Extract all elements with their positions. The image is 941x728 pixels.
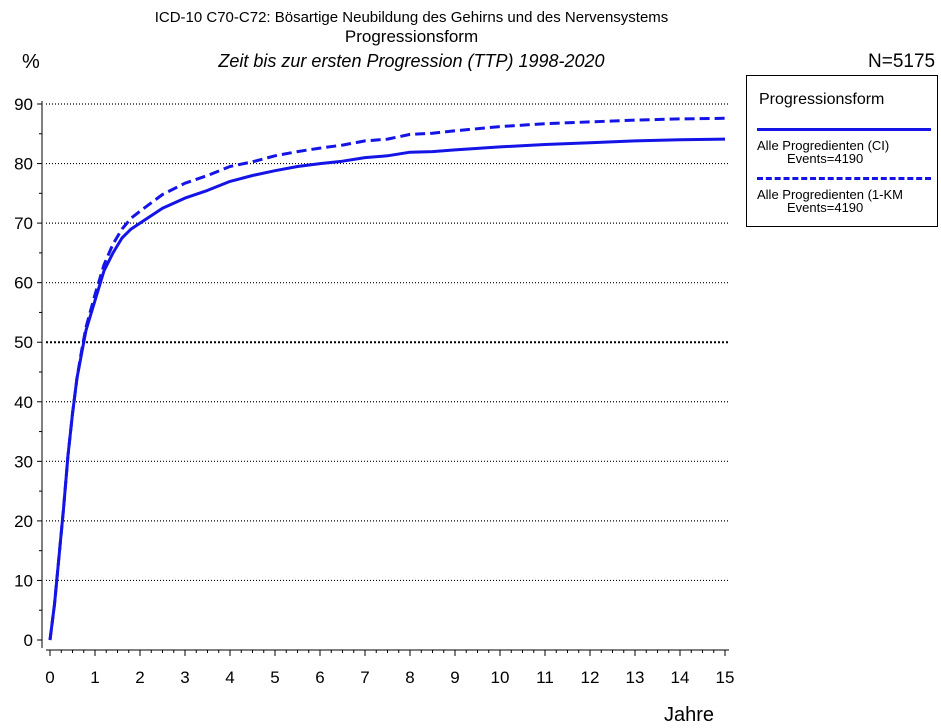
y-tick-label: 60	[14, 274, 33, 293]
x-tick-label: 5	[270, 668, 279, 687]
chart-title: ICD-10 C70-C72: Bösartige Neubildung des…	[154, 9, 669, 26]
legend-events: Events=4190	[787, 200, 864, 215]
gridlines	[46, 103, 729, 582]
x-axis-label: Jahre	[664, 704, 715, 726]
x-tick-label: 7	[360, 668, 369, 687]
legend-swatch-solid	[757, 128, 931, 131]
x-tick-label: 3	[180, 668, 189, 687]
legend-label: Alle Progredienten (1-KM	[757, 187, 903, 202]
legend-label: Alle Progredienten (CI)	[757, 138, 890, 153]
y-tick-label: 40	[14, 393, 33, 412]
y-tick-label: 50	[14, 333, 33, 352]
x-tick-label: 12	[581, 668, 600, 687]
legend-events: Events=4190	[787, 151, 864, 166]
x-tick-label: 14	[671, 668, 690, 687]
y-tick-label: 80	[14, 155, 33, 174]
y-tick-label: 90	[14, 95, 33, 114]
series-line-1-km	[48, 116, 726, 641]
x-tick-label: 6	[315, 668, 324, 687]
chart-subtitle: Progressionsform	[344, 27, 479, 46]
x-tick-label: 11	[536, 668, 554, 687]
chart-subtitle-italic: Zeit bis zur ersten Progression (TTP) 19…	[218, 51, 605, 71]
x-tick-label: 9	[450, 668, 459, 687]
y-axis-label: %	[22, 51, 40, 73]
x-tick-label: 10	[491, 668, 510, 687]
x-tick-label: 2	[135, 668, 144, 687]
legend-title: Progressionsform	[759, 91, 885, 108]
y-tick-label: 20	[14, 512, 33, 531]
n-count-label: N=5175	[868, 51, 936, 72]
series-group	[48, 116, 726, 641]
series-line-ci	[48, 137, 726, 641]
y-tick-label: 70	[14, 214, 33, 233]
y-tick-label: 10	[14, 571, 33, 590]
y-tick-label: 0	[24, 631, 33, 650]
legend: Progressionsform Alle Progredienten (CI)…	[746, 75, 938, 227]
x-tick-label: 0	[45, 668, 54, 687]
x-tick-label: 13	[626, 668, 645, 687]
x-tick-label: 15	[716, 668, 735, 687]
x-tick-label: 1	[90, 668, 99, 687]
x-tick-label: 4	[225, 668, 234, 687]
legend-swatch-dashed	[757, 177, 931, 180]
y-tick-label: 30	[14, 452, 33, 471]
x-tick-label: 8	[405, 668, 414, 687]
